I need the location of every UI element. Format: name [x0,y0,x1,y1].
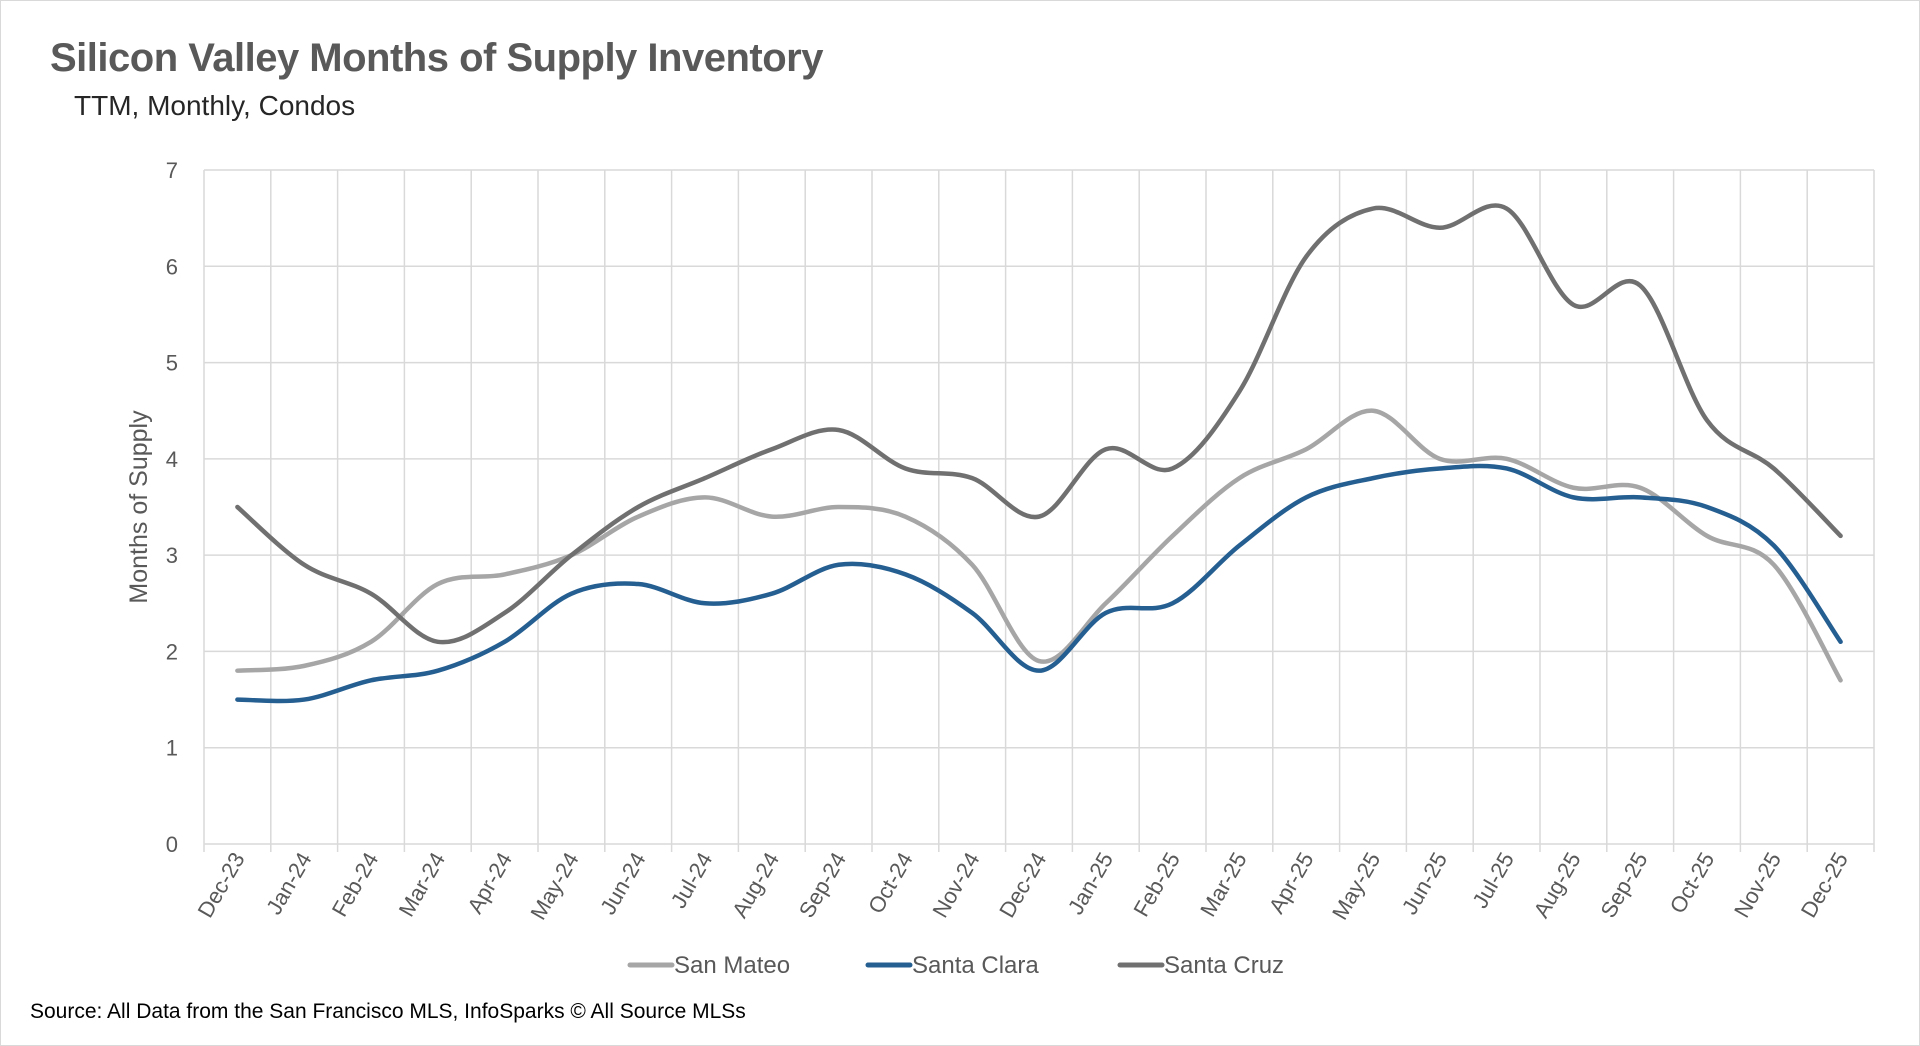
x-tick-label: Jan-24 [261,848,316,919]
series-line-santa-clara [235,463,1843,704]
y-tick-label: 0 [166,832,178,857]
x-tick-label: Apr-25 [1264,848,1319,918]
source-note: Source: All Data from the San Francisco … [30,1000,746,1023]
y-tick-label: 1 [166,736,178,761]
legend-label: Santa Cruz [1164,952,1284,979]
gridlines [203,169,1875,852]
x-tick-label: Apr-24 [462,848,517,918]
x-tick-label: May-24 [525,848,583,924]
x-tick-label: Jul-24 [666,848,718,912]
x-tick-label: May-25 [1327,848,1385,924]
x-tick-label: Dec-24 [994,848,1051,922]
x-tick-label: Mar-25 [1195,848,1251,921]
series-lines [235,203,1843,704]
y-tick-label: 2 [166,639,178,664]
y-tick-label: 6 [166,254,178,279]
x-tick-label: Dec-23 [193,848,250,922]
legend: San Mateo Santa Clara Santa Cruz [627,952,1284,979]
x-tick-label: Sep-25 [1595,848,1652,922]
y-axis-label: Months of Supply [125,410,153,604]
series-line-santa-cruz [235,203,1843,645]
y-tick-label: 7 [166,158,178,183]
x-tick-label: Feb-25 [1128,848,1185,921]
legend-label: San Mateo [674,952,790,979]
x-tick-label: Jul-25 [1467,848,1519,912]
x-tick-label: Feb-24 [327,848,384,921]
x-tick-label: Sep-24 [794,848,851,922]
y-tick-label: 5 [166,351,178,376]
x-tick-label: Dec-25 [1796,848,1853,922]
x-tick-label: Jun-24 [595,848,650,919]
x-tick-label: Jan-25 [1063,848,1118,919]
x-tick-label: Jun-25 [1397,848,1452,919]
series-line-san-mateo [235,408,1843,683]
x-tick-label: Nov-25 [1729,848,1786,922]
y-tick-label: 4 [166,447,178,472]
y-axis-ticks: 0 1 2 3 4 5 6 7 [166,158,178,857]
x-tick-label: Aug-24 [727,848,784,922]
chart-title: Silicon Valley Months of Supply Inventor… [50,36,823,80]
x-tick-label: Oct-25 [1665,848,1720,918]
y-tick-label: 3 [166,543,178,568]
legend-label: Santa Clara [912,952,1039,979]
x-axis-ticks: Dec-23 Jan-24 Feb-24 Mar-24 Apr-24 May-24 Jun-… [193,848,1853,924]
chart-subtitle: TTM, Monthly, Condos [74,90,356,121]
x-tick-label: Nov-24 [927,848,984,922]
x-tick-label: Oct-24 [863,848,918,918]
x-tick-label: Mar-24 [394,848,450,921]
x-tick-label: Aug-25 [1529,848,1586,922]
